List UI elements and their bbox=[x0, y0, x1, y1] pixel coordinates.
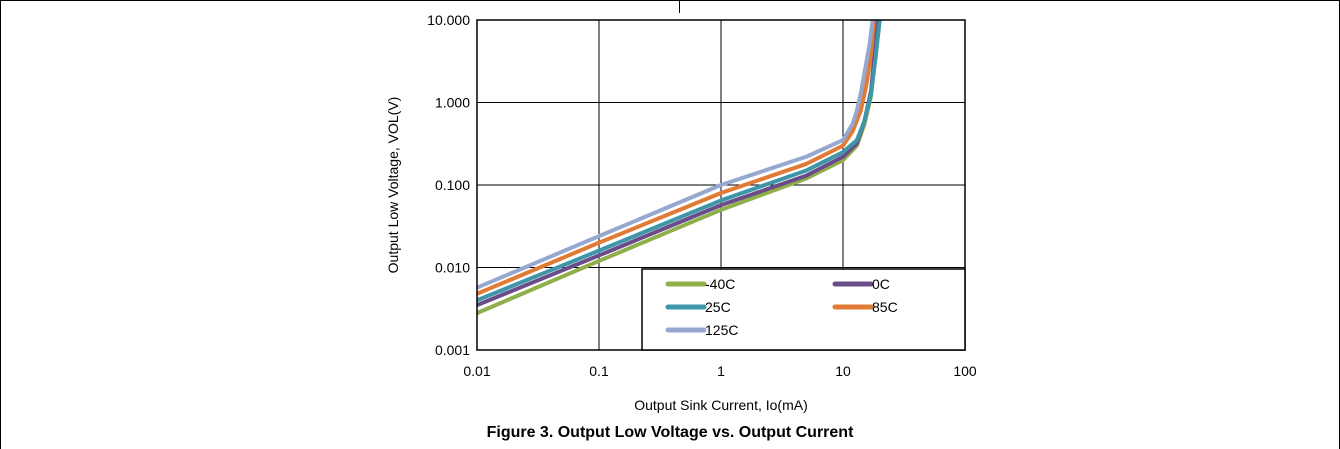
legend-label: -40C bbox=[705, 276, 735, 292]
x-tick-label: 0.1 bbox=[589, 363, 609, 379]
x-tick-label: 1 bbox=[717, 363, 725, 379]
page-frame-left bbox=[0, 0, 1, 449]
legend-label: 125C bbox=[705, 322, 738, 338]
y-tick-label: 10.000 bbox=[427, 12, 470, 28]
y-axis-label: Output Low Voltage, VOL(V) bbox=[385, 97, 401, 274]
series-layer bbox=[477, 20, 882, 316]
legend-label: 85C bbox=[872, 299, 898, 315]
y-tick-label: 0.001 bbox=[435, 342, 470, 358]
x-tick-label: 0.01 bbox=[463, 363, 490, 379]
y-tick-label: 0.010 bbox=[435, 260, 470, 276]
column-divider bbox=[679, 0, 680, 13]
legend: -40C 0C 25C 85C 125C bbox=[641, 268, 966, 351]
series-line-85c bbox=[477, 20, 877, 296]
series-line-125c bbox=[477, 20, 875, 290]
tick-label-layer: 0.01 0.1 1 10 100 0.001 0.010 0.100 1.000 10.000 bbox=[427, 12, 977, 379]
series-line-25c bbox=[477, 20, 882, 303]
chart: 0.01 0.1 1 10 1000.0010.0100.1001.00010.000 … bbox=[385, 12, 977, 413]
legend-label: 0C bbox=[872, 276, 890, 292]
page-frame-top bbox=[0, 0, 1340, 1]
y-tick-label: 1.000 bbox=[435, 95, 470, 111]
y-tick-label: 0.100 bbox=[435, 177, 470, 193]
legend-label: 25C bbox=[705, 299, 731, 315]
figure-caption: Figure 3. Output Low Voltage vs. Output … bbox=[486, 424, 854, 441]
x-tick-label: 100 bbox=[953, 363, 977, 379]
x-tick-label: 10 bbox=[835, 363, 851, 379]
x-axis-label: Output Sink Current, Io(mA) bbox=[634, 397, 808, 413]
